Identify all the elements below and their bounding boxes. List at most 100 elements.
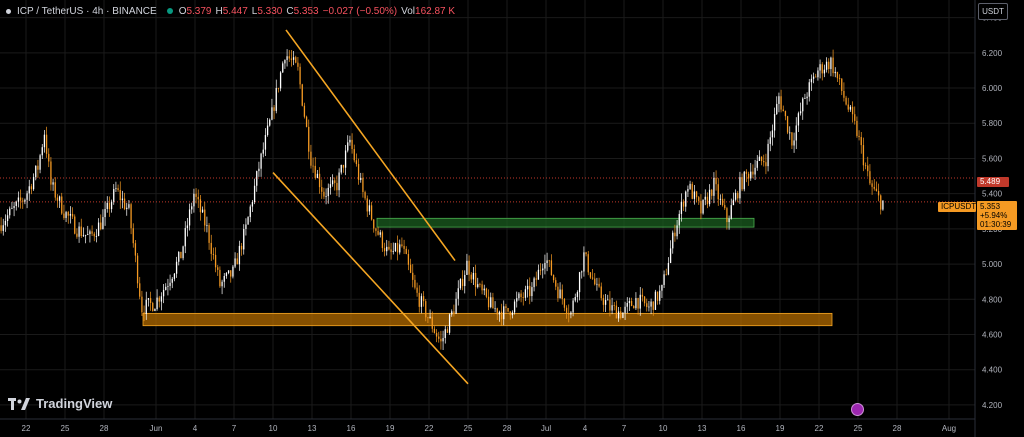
candle-body	[221, 281, 223, 287]
support-zone[interactable]	[142, 312, 833, 327]
candle-body	[797, 113, 800, 126]
candle-body	[659, 290, 661, 301]
candle-body	[715, 177, 717, 185]
event-icon[interactable]	[851, 403, 864, 416]
candle-body	[35, 165, 37, 178]
candle-body	[643, 296, 646, 304]
candle-body	[399, 244, 401, 253]
candle-body	[405, 248, 407, 254]
candle-body	[743, 171, 745, 190]
candle-body	[370, 205, 373, 220]
candle-body	[524, 289, 527, 298]
candle-body	[812, 76, 815, 79]
candle-body	[539, 269, 542, 271]
candle-body	[860, 136, 862, 146]
candle-body	[745, 171, 748, 174]
candle-body	[260, 153, 262, 169]
candle-body	[737, 192, 739, 199]
y-tick-label: 6.200	[982, 49, 1003, 58]
candle-body	[401, 244, 403, 246]
candle-body	[132, 228, 134, 244]
x-tick-label: Jul	[541, 424, 551, 433]
candle-body	[431, 316, 433, 329]
x-tick-label: 16	[347, 424, 356, 433]
y-tick-label: 4.600	[982, 330, 1003, 339]
candle-body	[78, 226, 80, 237]
candle-body	[873, 186, 875, 189]
channel-trendline[interactable]	[272, 171, 469, 385]
candle-body	[600, 286, 602, 299]
candle-body	[531, 287, 533, 297]
candle-body	[574, 297, 576, 301]
candle-body	[804, 98, 806, 100]
candle-body	[331, 180, 334, 185]
candle-body	[355, 160, 358, 165]
candle-body	[212, 253, 215, 255]
volume-label: Vol	[401, 5, 416, 17]
candle-body	[516, 298, 518, 302]
chart-trendlines[interactable]	[272, 29, 469, 385]
candle-body	[795, 125, 797, 141]
candle-body	[537, 269, 540, 280]
candle-body	[708, 189, 711, 205]
candle-body	[327, 187, 329, 197]
candle-body	[637, 298, 639, 309]
candle-body	[245, 224, 247, 229]
candle-body	[24, 199, 26, 202]
resistance-zone[interactable]	[376, 217, 755, 228]
candle-body	[234, 258, 236, 267]
market-status-dot-icon	[166, 8, 173, 14]
candle-body	[347, 142, 349, 151]
symbol-title[interactable]: ICP / TetherUS · 4h · BINANCE	[17, 5, 157, 17]
time-axis[interactable]: 22 25 28 Jun 4 7 10 13 16 19 22 25 28 Jul 4 7 10 13 16 19 22…	[22, 424, 957, 433]
candle-body	[201, 209, 204, 213]
candle-body	[318, 173, 321, 188]
candle-body	[442, 338, 444, 342]
candle-series	[0, 49, 884, 350]
candle-body	[767, 143, 769, 167]
candle-body	[665, 274, 667, 276]
tradingview-logo[interactable]: TradingView	[8, 396, 112, 411]
candle-body	[568, 312, 570, 315]
candle-body	[698, 197, 700, 201]
candle-body	[236, 258, 238, 265]
candle-body	[97, 222, 100, 236]
candle-body	[230, 270, 232, 277]
candle-body	[563, 299, 566, 308]
candle-body	[82, 235, 85, 237]
candle-body	[438, 336, 440, 339]
candle-body	[141, 296, 143, 313]
candle-body	[154, 309, 156, 312]
candle-body	[691, 183, 693, 199]
high-label: H	[215, 5, 223, 17]
candle-body	[264, 135, 267, 150]
candle-body	[474, 272, 477, 288]
candle-body	[877, 191, 880, 196]
candle-body	[639, 294, 641, 309]
currency-button[interactable]: USDT	[978, 3, 1008, 20]
x-tick-label: Aug	[942, 424, 956, 433]
candle-body	[123, 198, 126, 209]
candle-body	[830, 57, 832, 70]
candle-body	[351, 139, 353, 150]
candle-body	[219, 269, 221, 287]
channel-trendline[interactable]	[285, 29, 456, 262]
x-tick-label: 25	[61, 424, 70, 433]
candle-body	[598, 283, 600, 287]
candle-body	[581, 271, 583, 273]
candle-body	[373, 219, 375, 229]
candle-body	[249, 206, 251, 218]
candle-body	[128, 204, 130, 208]
candle-body	[188, 209, 191, 226]
candle-body	[240, 245, 243, 250]
candle-body	[492, 297, 494, 309]
candle-body	[210, 242, 212, 254]
candle-body	[713, 177, 715, 196]
candle-body	[485, 288, 488, 297]
candle-body	[763, 161, 765, 163]
candle-body	[656, 291, 659, 301]
candle-body	[290, 58, 293, 60]
candle-body	[782, 109, 784, 112]
candle-body	[37, 165, 39, 170]
